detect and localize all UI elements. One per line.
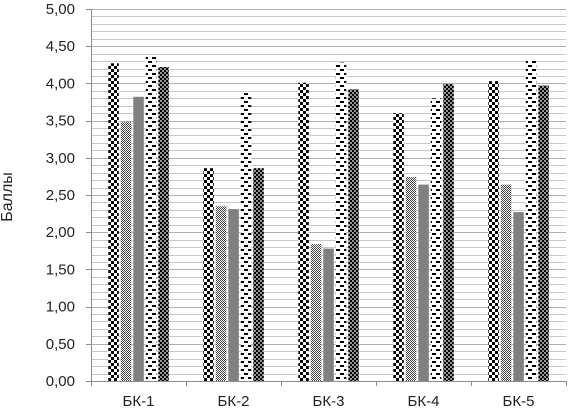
y-tick-label: 3,00 (46, 150, 75, 167)
bars (108, 55, 549, 382)
bar-БК-5-s4 (525, 60, 537, 382)
bar-БК-3-s2 (310, 244, 322, 381)
bar-БК-5-s3 (513, 212, 524, 381)
bar-БК-2-s3 (228, 209, 239, 381)
bar-БК-4-s4 (430, 98, 442, 382)
y-tick-label: 3,50 (46, 113, 75, 130)
bar-БК-5-s1 (488, 81, 499, 381)
bar-БК-2-s1 (203, 168, 214, 381)
y-axis-title: Баллы (0, 172, 16, 222)
x-category-label: БК-5 (503, 393, 535, 410)
bar-БК-3-s1 (298, 82, 309, 381)
y-tick-label: 4,00 (46, 75, 75, 92)
bar-БК-3-s3 (323, 248, 334, 381)
y-tick-label: 1,00 (46, 299, 75, 316)
y-tick-label: 4,50 (46, 38, 75, 55)
y-tick-label: 0,00 (46, 373, 75, 390)
bar-БК-3-s5 (348, 89, 359, 382)
bar-БК-1-s3 (133, 96, 144, 382)
bar-БК-4-s2 (405, 177, 417, 381)
bar-БК-4-s5 (443, 84, 454, 381)
bar-БК-2-s2 (215, 206, 227, 381)
y-tick-label: 2,00 (46, 224, 75, 241)
bar-БК-4-s1 (393, 113, 404, 381)
x-category-label: БК-1 (123, 393, 155, 410)
x-category-label: БК-2 (218, 393, 250, 410)
y-tick-label: 2,50 (46, 187, 75, 204)
bar-БК-5-s2 (500, 184, 512, 381)
x-axis-category-labels: БК-1 БК-2 БК-3 БК-4 БК-5 (123, 393, 535, 410)
x-category-label: БК-4 (408, 393, 440, 410)
y-tick-label: 0,50 (46, 336, 75, 353)
bar-БК-2-s4 (240, 93, 252, 381)
bar-БК-1-s2 (120, 122, 132, 381)
bar-БК-1-s5 (158, 67, 169, 381)
bar-БК-4-s3 (418, 184, 429, 381)
y-tick-label: 5,00 (46, 1, 75, 18)
bar-БК-1-s4 (145, 55, 157, 381)
bar-БК-2-s5 (253, 168, 264, 381)
bar-БК-1-s1 (108, 63, 119, 382)
axes (86, 9, 567, 386)
bar-БК-3-s4 (335, 62, 347, 381)
x-category-label: БК-3 (313, 393, 345, 410)
bar-БК-5-s5 (538, 85, 549, 381)
y-tick-label: 1,50 (46, 261, 75, 278)
y-axis-tick-labels: 0,00 0,50 1,00 1,50 2,00 2,50 3,00 3,50 4,00 4,50… (46, 1, 75, 390)
